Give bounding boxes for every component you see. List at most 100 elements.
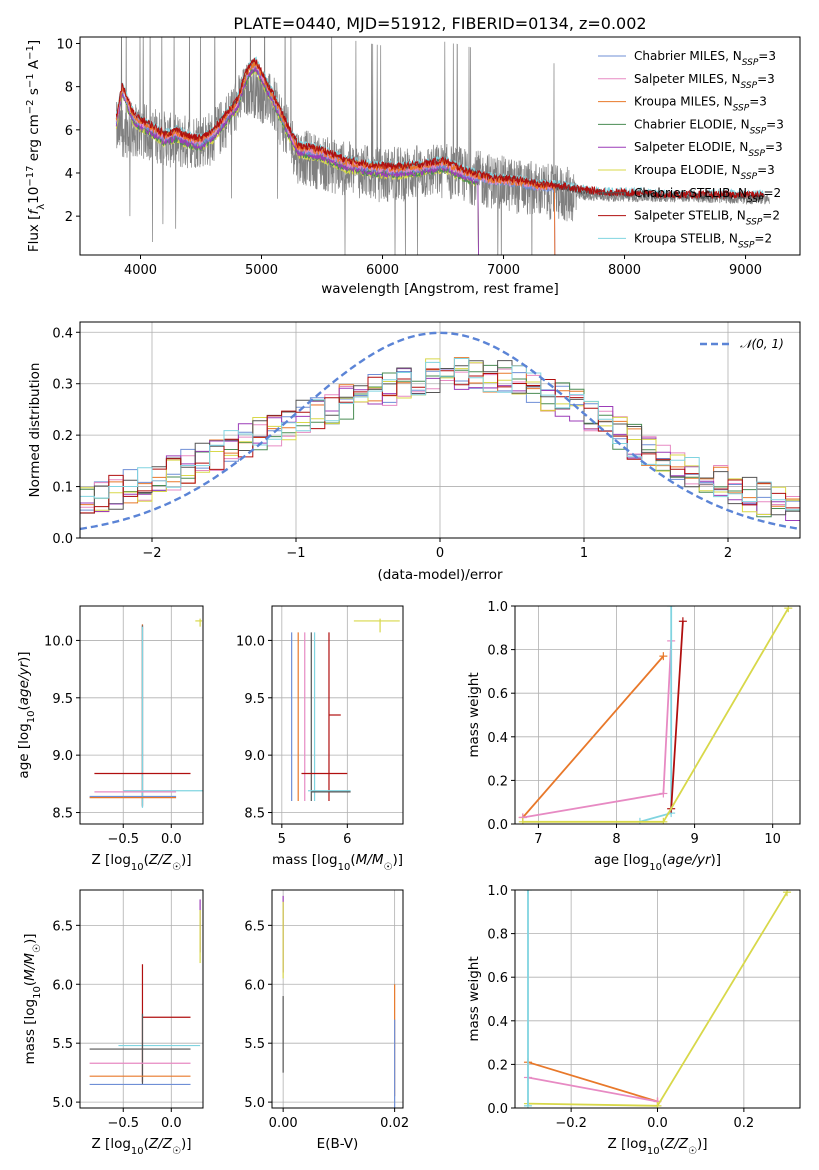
label-part: Z/Z xyxy=(148,852,173,868)
plot-area xyxy=(282,895,396,1108)
axes-frame xyxy=(271,605,404,825)
legend-n: =2 xyxy=(764,186,782,200)
label-part: age [ xyxy=(594,852,629,868)
y-tick-label: 0.2 xyxy=(487,1058,508,1073)
label-part: −1 xyxy=(25,45,36,60)
legend-sub: SSP xyxy=(748,149,765,159)
y-tick-label: 9.5 xyxy=(244,692,265,707)
x-tick-label: 7 xyxy=(534,832,542,847)
label-part: )] xyxy=(22,933,38,944)
label-part: )] xyxy=(711,852,722,868)
legend-entry: Kroupa STELIB, NSSP=2 xyxy=(634,231,772,250)
legend-n: =3 xyxy=(758,49,776,63)
label-part: −17 xyxy=(25,166,36,187)
label-part: log xyxy=(16,723,32,744)
y-axis-label: age [log10(age/yr)] xyxy=(16,651,37,778)
plot-area xyxy=(89,899,201,1086)
label-part: mass [ xyxy=(272,852,317,868)
y-tick-label: 1.0 xyxy=(487,600,508,615)
x-tick-label: 4000 xyxy=(124,263,157,278)
histogram-kroupa-stelib xyxy=(80,358,800,511)
y-axis-label: mass weight xyxy=(466,672,482,757)
y-tick-label: 8 xyxy=(65,81,73,96)
legend-model: Kroupa STELIB, N xyxy=(634,231,738,245)
x-tick-label: 5000 xyxy=(245,263,278,278)
label-part: s xyxy=(26,88,42,99)
x-tick-label: 1 xyxy=(580,546,588,561)
x-tick-label: 6 xyxy=(343,832,351,847)
point-chabrier-miles xyxy=(89,795,177,798)
x-axis-label: age [log10(age/yr)] xyxy=(594,852,721,873)
legend-entry: 𝒩(0, 1) xyxy=(740,337,784,351)
y-tick-label: 5.0 xyxy=(52,1096,73,1111)
x-tick-label: 0.00 xyxy=(269,1116,298,1131)
label-part: 10 xyxy=(647,1146,660,1157)
label-part: ☉ xyxy=(172,1146,181,1157)
residuals-panel: −2 −1 0 1 2 0.0 0.1 0.2 0.3 0.4 (data-model)/error… xyxy=(27,321,801,583)
legend-n: =3 xyxy=(766,117,784,131)
label-part: Z/Z xyxy=(148,1136,173,1152)
x-tick-label: −2 xyxy=(142,546,161,561)
point-salpeter-stelib xyxy=(328,632,341,802)
plot-area xyxy=(518,606,793,824)
label-part: ( xyxy=(144,1136,149,1152)
legend-sub: SSP xyxy=(741,81,758,91)
label-part: age [ xyxy=(16,744,32,779)
legend-model: Chabrier STELIB, N xyxy=(634,186,747,200)
y-tick-label: 1.0 xyxy=(487,884,508,899)
plot-area xyxy=(115,37,770,255)
label-part: 10 xyxy=(131,1146,144,1157)
legend-entry: Salpeter MILES, NSSP=3 xyxy=(634,72,775,91)
age-vs-z-panel: −0.5 0.08.59.09.510.0Z [log10(Z/Z☉)]age [… xyxy=(16,605,204,873)
x-tick-label: 10 xyxy=(764,832,781,847)
legend-model: Chabrier ELODIE, N xyxy=(634,117,750,131)
label-part: )] xyxy=(181,1136,192,1152)
label-part: age/yr xyxy=(667,852,712,868)
x-tick-label: −0.5 xyxy=(107,1116,139,1131)
label-part: ( xyxy=(662,852,667,868)
x-tick-label: 0.02 xyxy=(380,1116,409,1131)
y-tick-label: 4 xyxy=(65,167,73,182)
legend-n: =3 xyxy=(757,163,775,177)
y-tick-label: 0.8 xyxy=(487,644,508,659)
x-tick-label: 0.2 xyxy=(734,1116,755,1131)
point-salpeter-stelib xyxy=(141,964,191,1083)
axes-frame xyxy=(79,605,204,825)
plot-area xyxy=(291,618,400,802)
histogram-chabrier-stelib xyxy=(80,360,800,516)
y-tick-label: 0.6 xyxy=(487,687,508,702)
label-part: Z/Z xyxy=(664,1136,689,1152)
x-tick-label: −0.5 xyxy=(107,832,139,847)
label-part: f xyxy=(26,208,42,215)
mass-vs-ebv-panel: 0.00 0.02 5.0 5.5 6.0 6.5 E(B-V) xyxy=(244,889,409,1152)
label-part: Flux [ xyxy=(26,215,42,253)
y-tick-label: 0.0 xyxy=(487,1102,508,1117)
label-part: 10 xyxy=(32,986,43,999)
legend-model: Salpeter MILES, N xyxy=(634,72,741,86)
legend-sub: SSP xyxy=(733,104,750,114)
y-tick-label: 8.5 xyxy=(244,807,265,822)
axes-frame xyxy=(79,36,801,256)
label-part: −1 xyxy=(25,73,36,88)
y-tick-label: 10 xyxy=(56,37,73,52)
label-part: ( xyxy=(16,705,32,710)
point-kroupa-elodie xyxy=(353,618,400,633)
y-tick-label: 6.5 xyxy=(52,919,73,934)
x-tick-label: 8000 xyxy=(608,263,641,278)
series-salpeter-miles xyxy=(527,1076,658,1103)
legend-n: =2 xyxy=(762,209,780,223)
legend-entry: Chabrier ELODIE, NSSP=3 xyxy=(634,117,784,136)
legend-sub: SSP xyxy=(738,240,755,250)
y-tick-label: 0.4 xyxy=(487,1015,508,1030)
label-part: log xyxy=(22,999,38,1020)
label-part: λ xyxy=(36,204,47,210)
label-part: ( xyxy=(22,981,38,986)
label-part: 10 xyxy=(26,187,42,204)
y-tick-label: 0.3 xyxy=(52,378,73,393)
y-tick-label: 10.0 xyxy=(44,634,73,649)
series-kroupa-miles xyxy=(522,655,665,819)
series-kroupa-miles xyxy=(527,1061,658,1103)
legend-model: Chabrier MILES, N xyxy=(634,49,742,63)
massweight-vs-age-panel: 7 8 9 10 0.0 0.2 0.4 0.6 0.8 1.0 mass weight age [l… xyxy=(466,600,801,873)
x-tick-label: 0.0 xyxy=(161,1116,182,1131)
